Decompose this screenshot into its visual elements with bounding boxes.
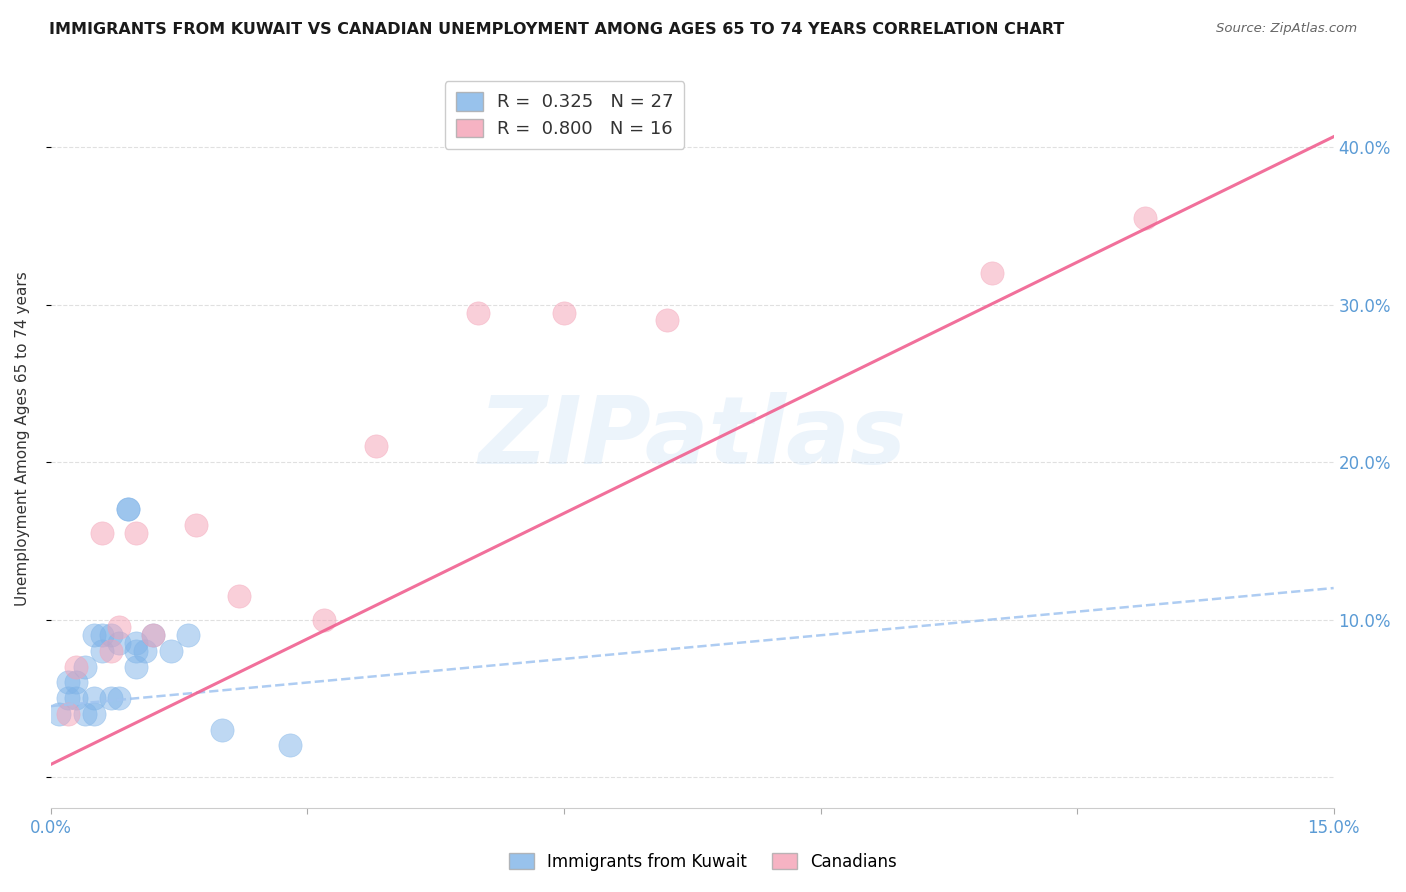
Point bbox=[364, 439, 387, 453]
Point bbox=[108, 636, 131, 650]
Legend: Immigrants from Kuwait, Canadians: Immigrants from Kuwait, Canadians bbox=[501, 845, 905, 880]
Point bbox=[228, 589, 250, 603]
Point bbox=[48, 706, 70, 721]
Point bbox=[467, 305, 489, 319]
Point bbox=[83, 706, 105, 721]
Point bbox=[65, 691, 87, 706]
Point bbox=[117, 502, 139, 516]
Point bbox=[100, 644, 122, 658]
Point bbox=[56, 691, 79, 706]
Point bbox=[117, 502, 139, 516]
Point bbox=[176, 628, 198, 642]
Point bbox=[125, 659, 148, 673]
Point bbox=[159, 644, 181, 658]
Point bbox=[91, 525, 114, 540]
Legend: R =  0.325   N = 27, R =  0.800   N = 16: R = 0.325 N = 27, R = 0.800 N = 16 bbox=[444, 81, 685, 149]
Point bbox=[314, 613, 336, 627]
Text: Source: ZipAtlas.com: Source: ZipAtlas.com bbox=[1216, 22, 1357, 36]
Point bbox=[553, 305, 575, 319]
Point bbox=[65, 659, 87, 673]
Point bbox=[278, 739, 301, 753]
Point bbox=[83, 691, 105, 706]
Point bbox=[108, 620, 131, 634]
Text: IMMIGRANTS FROM KUWAIT VS CANADIAN UNEMPLOYMENT AMONG AGES 65 TO 74 YEARS CORREL: IMMIGRANTS FROM KUWAIT VS CANADIAN UNEMP… bbox=[49, 22, 1064, 37]
Point bbox=[91, 628, 114, 642]
Point bbox=[186, 518, 208, 533]
Point bbox=[125, 644, 148, 658]
Point bbox=[56, 675, 79, 690]
Point bbox=[108, 691, 131, 706]
Text: ZIPatlas: ZIPatlas bbox=[478, 392, 907, 484]
Point bbox=[100, 691, 122, 706]
Point bbox=[56, 706, 79, 721]
Point bbox=[125, 525, 148, 540]
Point bbox=[65, 675, 87, 690]
Point bbox=[91, 644, 114, 658]
Point bbox=[142, 628, 165, 642]
Point bbox=[100, 628, 122, 642]
Point bbox=[655, 313, 678, 327]
Point bbox=[73, 659, 96, 673]
Point bbox=[73, 706, 96, 721]
Point bbox=[142, 628, 165, 642]
Point bbox=[83, 628, 105, 642]
Point bbox=[980, 266, 1002, 280]
Point bbox=[134, 644, 156, 658]
Point bbox=[211, 723, 233, 737]
Point bbox=[125, 636, 148, 650]
Y-axis label: Unemployment Among Ages 65 to 74 years: Unemployment Among Ages 65 to 74 years bbox=[15, 271, 30, 606]
Point bbox=[1135, 211, 1157, 225]
